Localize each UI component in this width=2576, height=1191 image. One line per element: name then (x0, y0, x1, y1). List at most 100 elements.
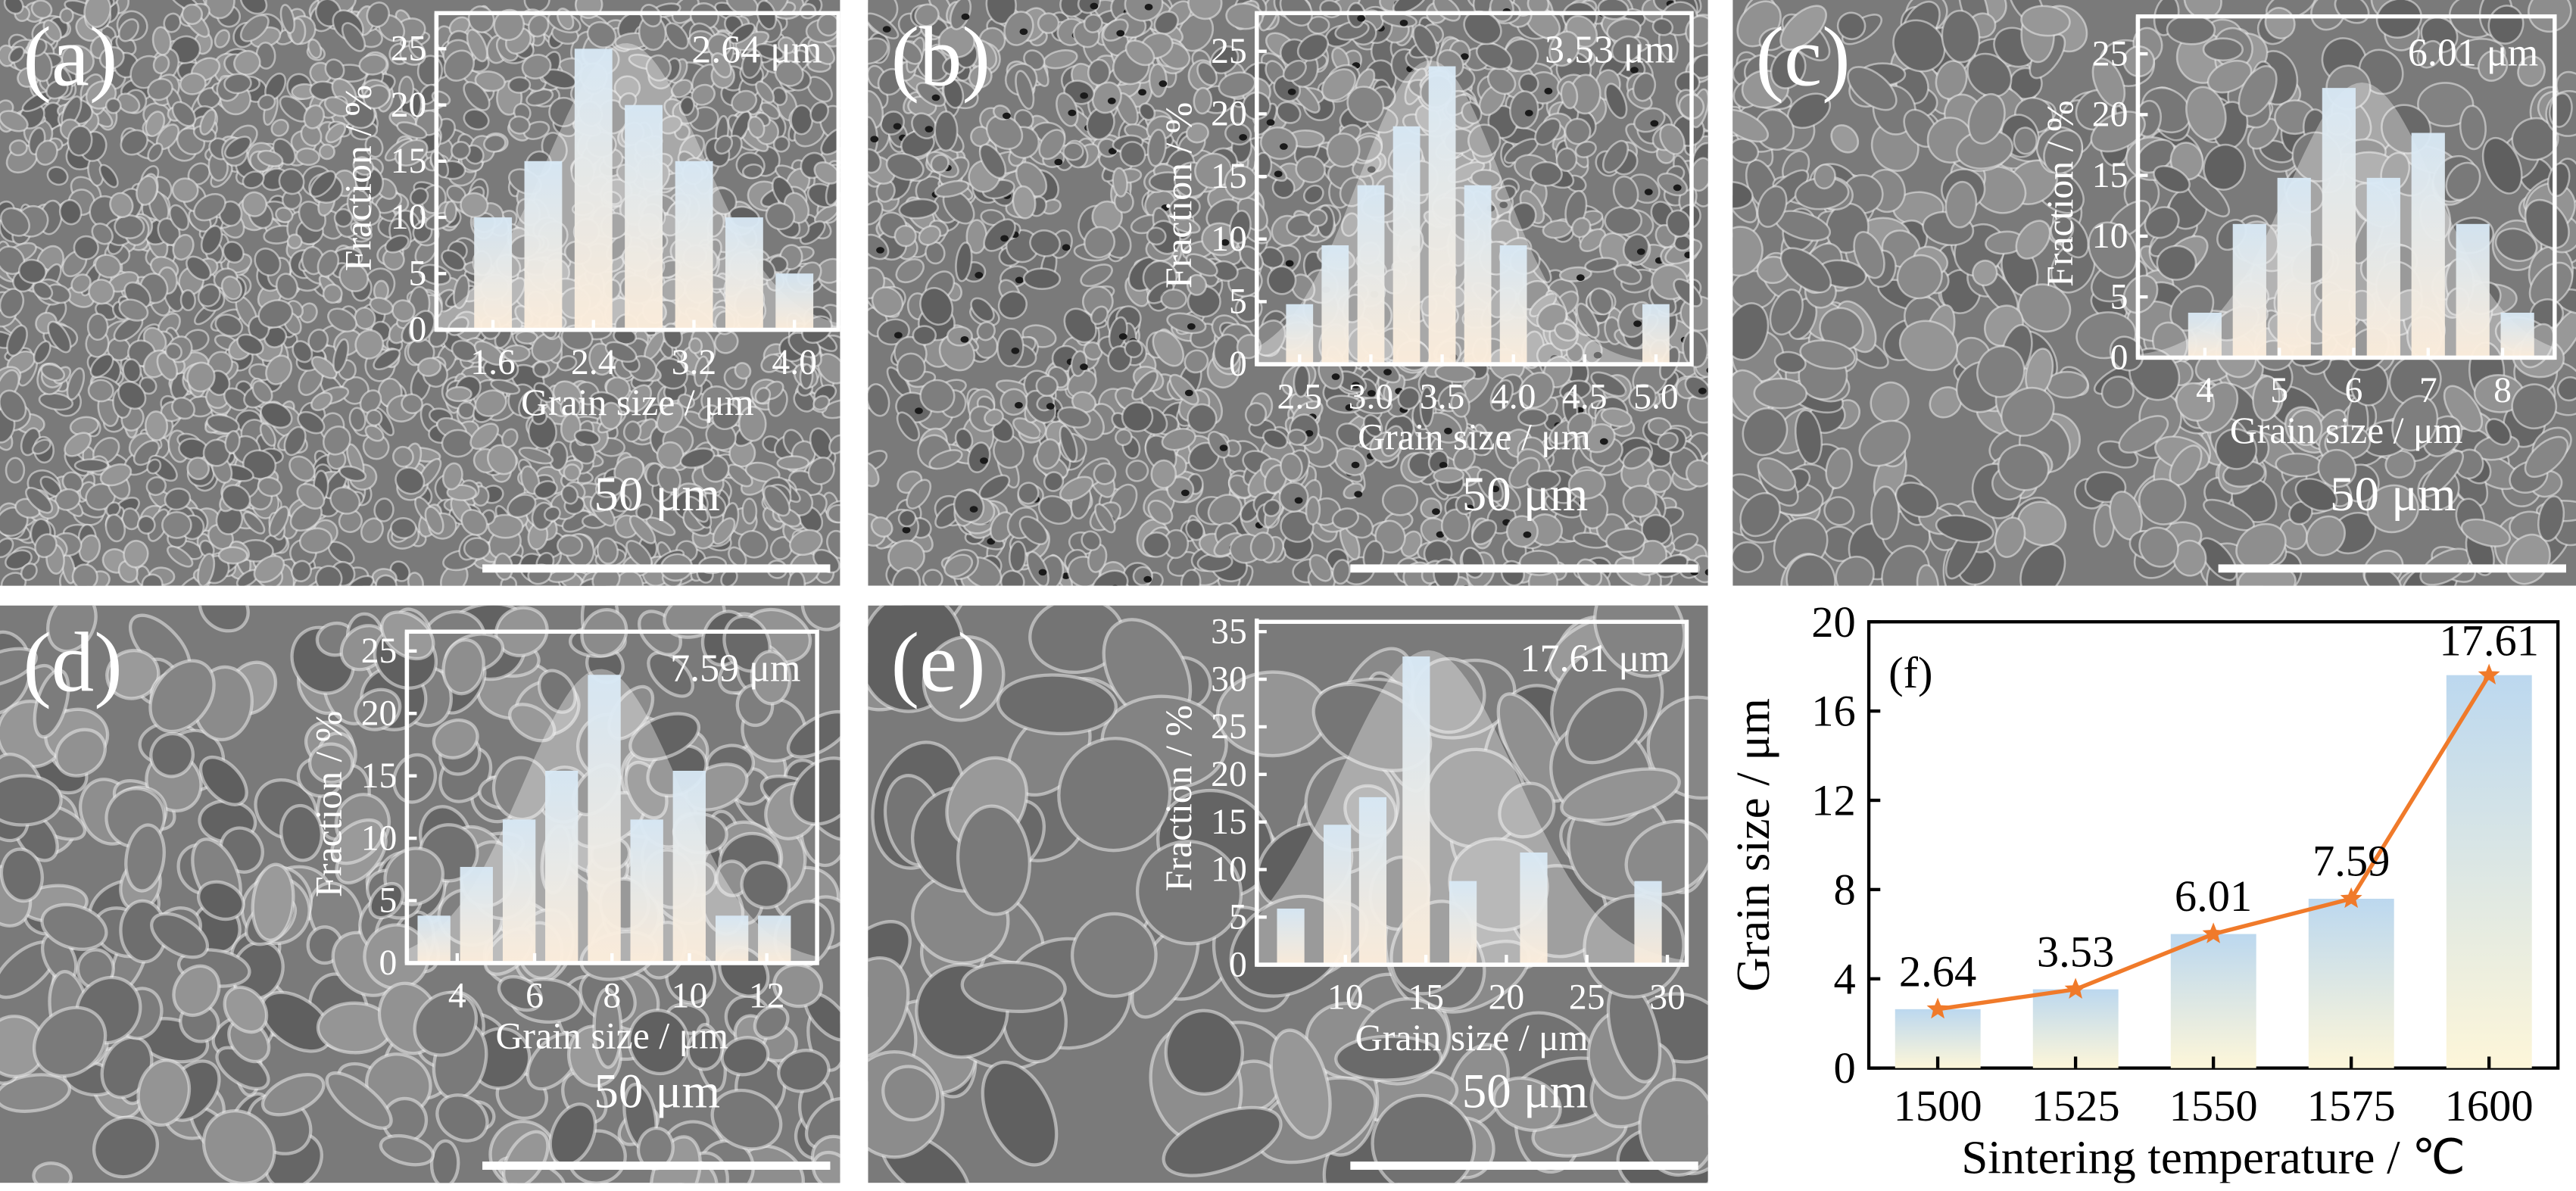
x-tick-label: 12 (749, 976, 785, 1015)
y-tick-label: 25 (1211, 707, 1247, 747)
y-tick-label: 15 (1211, 157, 1247, 196)
histogram-bar (2232, 223, 2266, 358)
y-tick-label: 10 (361, 818, 398, 858)
y-tick-label: 0 (409, 310, 427, 350)
y-tick-label: 5 (1229, 282, 1247, 322)
y-tick-label: 0 (1229, 945, 1247, 984)
grain-size-histogram: 0 5 10 15 20 25 2.5 3.0 3.5 4.0 4.5 5.0 Grain size /… (1158, 11, 1694, 458)
histogram-bar (1277, 909, 1305, 965)
histogram-bar (1464, 185, 1492, 365)
y-tick-label: 15 (361, 756, 398, 796)
histogram-bar (545, 770, 579, 963)
x-tick-label: 5.0 (1633, 378, 1679, 417)
sem-panel-d: (d) 0 5 10 15 20 25 4 6 8 10 12 Grain size / μm Fract… (0, 605, 840, 1183)
histogram-bar (625, 104, 663, 330)
y-tick-label: 25 (1211, 32, 1247, 71)
y-tick-label: 12 (1811, 776, 1855, 825)
y-tick-label: 8 (1833, 865, 1855, 914)
x-tick-label: 10 (1327, 978, 1364, 1018)
star-marker (2478, 663, 2500, 685)
histogram-bar (675, 161, 713, 330)
panel-label: (b) (890, 11, 991, 105)
x-tick-label: 25 (1569, 978, 1605, 1018)
y-tick-label: 16 (1811, 687, 1855, 736)
y-axis-label: Fraction / % (2039, 101, 2081, 287)
histogram-bar (2500, 313, 2534, 358)
histogram-bar (1449, 881, 1477, 965)
grain-texture (868, 0, 1708, 586)
histogram-bar (417, 915, 451, 963)
mean-grain-size-label: 3.53 μm (1545, 28, 1675, 71)
y-tick-label: 25 (2092, 34, 2128, 73)
x-tick-label: 8 (2493, 371, 2512, 410)
histogram-bar (2411, 133, 2445, 358)
x-tick-label: 20 (1489, 978, 1525, 1018)
scale-bar-label: 50 μm (1461, 1065, 1589, 1119)
y-tick-label: 0 (1833, 1043, 1855, 1093)
x-tick-label: 1575 (2307, 1081, 2396, 1130)
histogram-bar (1358, 797, 1387, 965)
scale-bar-label: 50 μm (594, 467, 721, 522)
scale-bar (2218, 564, 2566, 573)
histogram-bar (1324, 825, 1352, 965)
histogram-bar (1392, 126, 1421, 365)
y-tick-label: 20 (361, 694, 398, 733)
x-tick-label: 6 (525, 976, 544, 1015)
value-label: 2.64 (1899, 947, 1976, 996)
x-tick-label: 15 (1408, 978, 1444, 1018)
histogram-bar (474, 217, 513, 330)
y-tick-label: 25 (391, 30, 427, 69)
y-axis-label: Fraction / % (1158, 705, 1199, 891)
y-tick-label: 20 (1211, 755, 1247, 794)
scale-bar (482, 564, 831, 573)
grain-texture (0, 605, 840, 1183)
panel-label: (a) (23, 11, 118, 105)
star-marker (2064, 977, 2087, 999)
y-tick-label: 0 (1229, 345, 1247, 384)
bar-1525 (2032, 989, 2119, 1068)
y-axis-label: Fraction / % (1158, 102, 1199, 288)
histogram-bar (1321, 245, 1349, 365)
y-tick-label: 20 (391, 86, 427, 125)
x-axis-label: Grain size / μm (521, 382, 754, 423)
y-tick-label: 15 (391, 142, 427, 181)
value-label: 6.01 (2175, 871, 2252, 921)
y-tick-label: 10 (1211, 220, 1247, 259)
histogram-bar (1428, 66, 1456, 365)
x-tick-label: 1550 (2169, 1081, 2258, 1130)
histogram-bar (1402, 656, 1430, 965)
x-tick-label: 4.0 (772, 343, 817, 382)
histogram-bar (460, 866, 493, 963)
histogram-bar (1357, 185, 1385, 365)
y-axis-label: Fraction / % (338, 85, 379, 271)
histogram-bar (1286, 304, 1314, 365)
x-tick-label: 1.6 (470, 343, 516, 382)
x-tick-label: 3.0 (1349, 378, 1394, 417)
histogram-bar (2456, 223, 2490, 358)
mean-grain-size-label: 2.64 μm (691, 28, 822, 71)
y-tick-label: 15 (2092, 156, 2128, 195)
x-tick-label: 1600 (2445, 1081, 2534, 1130)
y-tick-label: 10 (2092, 217, 2128, 256)
panel-label: (f) (1888, 648, 1932, 697)
x-tick-label: 3.5 (1420, 378, 1465, 417)
sem-micrograph (868, 0, 1708, 586)
scale-bar-label: 50 μm (594, 1065, 721, 1119)
x-axis-label: Grain size / μm (495, 1015, 728, 1057)
grain-size-vs-temperature-chart: 2.64 3.53 6.01 7.59 17.61 0 4 8 12 16 20 1500 1525 15… (1726, 597, 2576, 1183)
grain-size-histogram: 0 5 10 15 20 25 4 5 6 7 8 Grain size / μm Fraction /… (2039, 14, 2557, 451)
histogram-bar (574, 48, 613, 330)
histogram-bar (502, 819, 536, 963)
x-axis-label: Grain size / μm (2230, 410, 2463, 451)
x-tick-label: 3.2 (672, 343, 717, 382)
y-tick-label: 10 (1211, 850, 1247, 890)
y-tick-label: 5 (409, 254, 427, 293)
sem-panel-e: (e) 0 5 10 15 20 25 30 35 10 15 20 25 30 Grain size / … (868, 605, 1708, 1183)
y-tick-label: 4 (1833, 954, 1855, 1003)
panel-label: (c) (1755, 11, 1851, 105)
grain-size-histogram: 0 5 10 15 20 25 1.6 2.4 3.2 4.0 Grain size / μm Fra… (338, 11, 840, 423)
sem-panel-c: (c) 0 5 10 15 20 25 4 5 6 7 8 Grain size / μm Fractio… (1732, 0, 2576, 586)
x-tick-label: 2.5 (1277, 378, 1323, 417)
y-tick-label: 20 (2092, 95, 2128, 135)
